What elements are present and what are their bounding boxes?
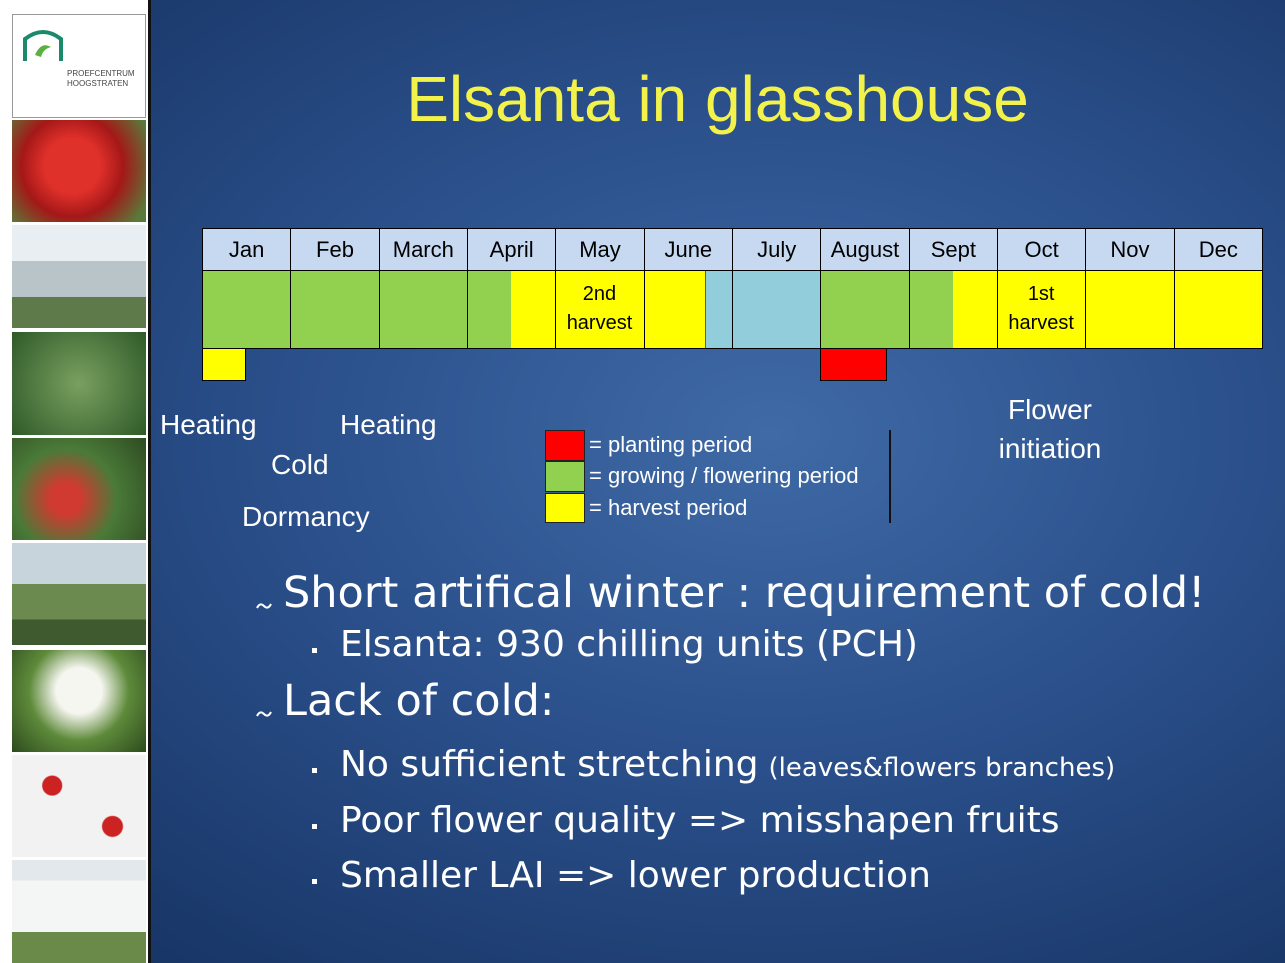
divider: [889, 430, 891, 523]
bullet-square: [312, 824, 317, 829]
annotation: Flower initiation: [960, 390, 1140, 468]
legend-label: = harvest period: [589, 495, 748, 520]
bullet-text: Lack of cold:: [283, 676, 555, 726]
photo-strawberries: [12, 120, 146, 222]
cell-label-line: harvest: [566, 312, 633, 334]
annotation: Heating: [340, 409, 437, 440]
annotation: Heating: [160, 409, 257, 440]
bullet-item: Short artifical winter : requirement of …: [256, 568, 1206, 618]
legend-label: = growing / flowering period: [589, 463, 859, 488]
annotation: Dormancy: [242, 501, 370, 532]
month-header: Nov: [1085, 228, 1175, 271]
strip-border: [148, 0, 151, 963]
month-header: March: [378, 228, 468, 271]
bullet-text: Poor flower quality => misshapen fruits: [340, 800, 1060, 841]
bullet-item: No sufficient stretching (leaves&flowers …: [312, 744, 1116, 785]
photo-plants: [12, 332, 146, 435]
month-header: April: [467, 228, 557, 271]
legend-swatch: [545, 461, 585, 492]
cell-border: [643, 270, 733, 349]
bullet-tilde: [256, 603, 272, 609]
period-segment: [202, 270, 512, 348]
logo-text: PROEFCENTRUM HOOGSTRATEN: [67, 69, 135, 89]
planting-mark: [820, 348, 887, 381]
bullet-item: Elsanta: 930 chilling units (PCH): [312, 624, 918, 665]
bullet-note: (leaves&flowers branches): [768, 753, 1116, 783]
annotation-line: Flower: [1007, 394, 1092, 425]
bullet-item: Poor flower quality => misshapen fruits: [312, 800, 1060, 841]
cell-border: [290, 270, 380, 349]
period-segment: [511, 270, 706, 348]
month-header: Sept: [908, 228, 998, 271]
logo: PROEFCENTRUM HOOGSTRATEN: [12, 14, 146, 118]
bullet-text: Elsanta: 930 chilling units (PCH): [340, 624, 918, 665]
cell-label: 1st harvest: [997, 280, 1085, 338]
period-segment: [820, 270, 953, 348]
photo-glasshouse: [12, 225, 146, 328]
cell-border: [467, 270, 557, 349]
cell-label-line: 2nd: [582, 283, 617, 305]
bullet-square: [312, 768, 317, 773]
logo-line: HOOGSTRATEN: [67, 79, 129, 88]
cell-border: [1173, 270, 1263, 349]
month-header: Feb: [290, 228, 380, 271]
annotation: Cold: [271, 449, 329, 480]
bullet-square: [312, 879, 317, 884]
legend-swatch: [545, 430, 585, 461]
bullet-text: Smaller LAI => lower production: [340, 855, 931, 896]
month-header: Oct: [997, 228, 1087, 271]
bullet-text: No sufficient stretching: [340, 744, 759, 785]
period-segment: [952, 270, 1262, 348]
cell-label: 2nd harvest: [555, 280, 643, 338]
legend-swatch: [545, 493, 585, 523]
legend-label: = planting period: [589, 432, 753, 457]
period-segment: [705, 270, 821, 348]
month-header: May: [555, 228, 645, 271]
cell-border: [1085, 270, 1175, 349]
cell-label-line: 1st: [1027, 283, 1055, 305]
photo-tunnels: [12, 860, 146, 963]
cell-border: [202, 270, 292, 349]
photo-flowers: [12, 650, 146, 752]
cell-border: [378, 270, 468, 349]
month-header: June: [643, 228, 733, 271]
title: Elsanta in glasshouse: [406, 63, 1029, 135]
month-header: July: [732, 228, 822, 271]
logo-line: PROEFCENTRUM: [67, 69, 135, 78]
bullet-item: Smaller LAI => lower production: [312, 855, 931, 896]
bullet-item: Lack of cold:: [256, 676, 555, 726]
month-header: Jan: [202, 228, 292, 271]
month-header: Dec: [1173, 228, 1263, 271]
photo-fruits: [12, 755, 146, 857]
bullet-text: Short artifical winter : requirement of …: [283, 568, 1206, 618]
bullet-tilde: [256, 711, 272, 717]
heating-mark: [202, 348, 247, 381]
cell-border: [908, 270, 998, 349]
cell-label-line: harvest: [1008, 312, 1074, 334]
logo-icon: [23, 30, 63, 61]
cell-border: [732, 270, 822, 349]
cell-border: [820, 270, 910, 349]
bullet-square: [312, 648, 317, 653]
photo-tunnel: [12, 543, 146, 645]
month-header: August: [820, 228, 910, 271]
photo-crop: [12, 438, 146, 540]
annotation-line: initiation: [998, 433, 1102, 464]
